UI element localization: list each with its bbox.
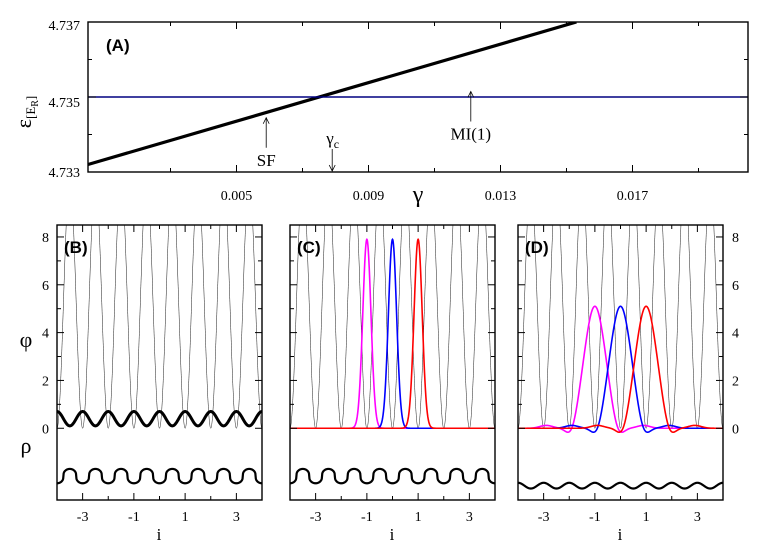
panel-b-ytick-0: 0 <box>42 422 49 437</box>
panel-c-wannier-2 <box>290 237 495 430</box>
panel-b-xtick-3: 3 <box>233 510 240 525</box>
panel-c-xtick-2: 1 <box>415 510 422 525</box>
panel-c-rho-curve <box>290 467 495 485</box>
panel-a-xtick-0: 0.005 <box>221 189 253 204</box>
panel-d-ytick-4: 8 <box>732 231 739 246</box>
panel-a-xlabel: γ <box>412 182 424 208</box>
panel-c-wannier-0 <box>290 237 495 430</box>
panel-b-xtick-1: -1 <box>128 510 140 525</box>
annotation-arrowhead <box>467 90 475 98</box>
panel-a-xtick-2: 0.013 <box>485 189 517 204</box>
panel-b-phi-curve <box>57 410 262 428</box>
panel-a-ytick-0: 4.733 <box>49 166 81 181</box>
panel-d-xtick-3: 3 <box>694 510 701 525</box>
panel-a-annotation-label-2: MI(1) <box>450 125 491 144</box>
panel-d-ytick-1: 2 <box>732 374 739 389</box>
panel-a-label: (A) <box>106 36 130 55</box>
panel-d-ytick-3: 6 <box>732 279 739 294</box>
panel-a-annotation-2: MI(1) <box>450 90 491 144</box>
panel-b-rho-curve <box>57 467 262 485</box>
panel-d-xtick-0: -3 <box>538 510 550 525</box>
panel-c-label: (C) <box>297 238 321 257</box>
panel-a-ytick-1: 4.735 <box>49 96 81 111</box>
panel-c: -3 -1 1 3 (C) i <box>289 224 496 544</box>
panel-c-lattice-potential <box>290 225 495 429</box>
panel-a-ylabel: ε[ER] <box>11 96 41 129</box>
panel-a-ytick-2: 4.737 <box>49 19 81 34</box>
panel-a-xtick-1: 0.009 <box>353 189 385 204</box>
panel-b-ylabel-phi: φ <box>20 327 33 352</box>
annotation-arrowhead <box>328 164 336 172</box>
panel-a-annotation-0: SF <box>257 116 276 170</box>
panel-d-xlabel: i <box>618 525 623 544</box>
panel-a-annotation-1: γc <box>325 129 339 172</box>
panel-d-wannier-1 <box>518 305 723 434</box>
panel-b-label: (B) <box>64 238 88 257</box>
panel-a: (A) 4.733 4.735 4.737 0.005 0.009 0.013 0.0… <box>11 19 749 208</box>
panel-b-ytick-3: 6 <box>42 279 49 294</box>
panel-b-lattice-potential <box>57 225 262 429</box>
annotation-arrowhead <box>262 116 270 124</box>
panel-b-ylabel-rho: ρ <box>21 433 32 458</box>
panel-a-series-0 <box>88 22 577 167</box>
panel-c-wannier-1 <box>290 237 495 430</box>
panel-a-xtick-3: 0.017 <box>617 189 649 204</box>
panel-b: -3 -1 1 3 0 2 4 6 8 (B) i φ ρ <box>20 224 263 544</box>
panel-d-rho-curve <box>518 481 723 490</box>
panel-d-label: (D) <box>525 238 549 257</box>
panel-d-ytick-2: 4 <box>732 327 739 342</box>
panel-b-ytick-1: 2 <box>42 374 49 389</box>
panel-c-xlabel: i <box>390 525 395 544</box>
panel-c-frame <box>289 224 496 501</box>
panel-c-xtick-3: 3 <box>466 510 473 525</box>
panel-b-frame <box>56 224 263 501</box>
panel-d-frame <box>517 224 724 501</box>
panel-c-xtick-1: -1 <box>361 510 373 525</box>
panel-a-annotation-label-0: SF <box>257 151 276 170</box>
panel-a-annotation-label-1: γc <box>325 129 339 151</box>
panel-d-wannier-0 <box>518 305 723 434</box>
panel-d-wannier-2 <box>518 305 723 434</box>
panel-d-ytick-0: 0 <box>732 422 739 437</box>
panel-b-xlabel: i <box>157 525 162 544</box>
panel-b-ytick-4: 8 <box>42 231 49 246</box>
panel-c-xtick-0: -3 <box>310 510 322 525</box>
panel-b-ytick-2: 4 <box>42 327 49 342</box>
panel-d-lattice-potential <box>518 225 723 429</box>
panel-d-xtick-2: 1 <box>643 510 650 525</box>
panel-d-xtick-1: -1 <box>589 510 601 525</box>
panel-b-xtick-0: -3 <box>77 510 89 525</box>
panel-b-xtick-2: 1 <box>182 510 189 525</box>
panel-d: -3 -1 1 3 0 2 4 6 8 (D) i <box>517 224 739 544</box>
